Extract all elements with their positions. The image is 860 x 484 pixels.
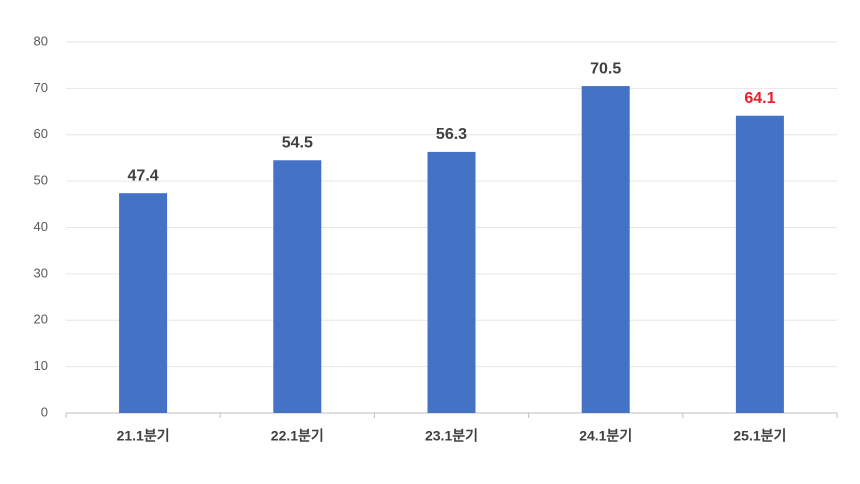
value-label: 64.1 bbox=[744, 90, 775, 107]
y-tick-label: 50 bbox=[34, 173, 48, 188]
x-tick-label: 21.1분기 bbox=[117, 428, 170, 444]
y-tick-label: 60 bbox=[34, 126, 48, 141]
value-label: 54.5 bbox=[282, 134, 313, 151]
x-tick-label: 25.1분기 bbox=[733, 428, 786, 444]
bar bbox=[427, 151, 476, 413]
bar bbox=[581, 86, 630, 414]
x-tick-label: 23.1분기 bbox=[425, 428, 478, 444]
y-tick-label: 70 bbox=[34, 80, 48, 95]
bar bbox=[273, 160, 322, 413]
bar bbox=[735, 115, 784, 413]
y-tick-label: 10 bbox=[34, 358, 48, 373]
y-tick-label: 40 bbox=[34, 219, 48, 234]
y-tick-label: 0 bbox=[41, 404, 48, 419]
y-tick-label: 20 bbox=[34, 312, 48, 327]
x-tick-label: 22.1분기 bbox=[271, 428, 324, 444]
value-label: 70.5 bbox=[590, 60, 621, 77]
value-label: 56.3 bbox=[436, 126, 467, 143]
y-tick-label: 80 bbox=[34, 33, 48, 48]
x-tick-label: 24.1분기 bbox=[579, 428, 632, 444]
y-tick-label: 30 bbox=[34, 265, 48, 280]
bar bbox=[119, 193, 168, 413]
value-label: 47.4 bbox=[128, 167, 159, 184]
